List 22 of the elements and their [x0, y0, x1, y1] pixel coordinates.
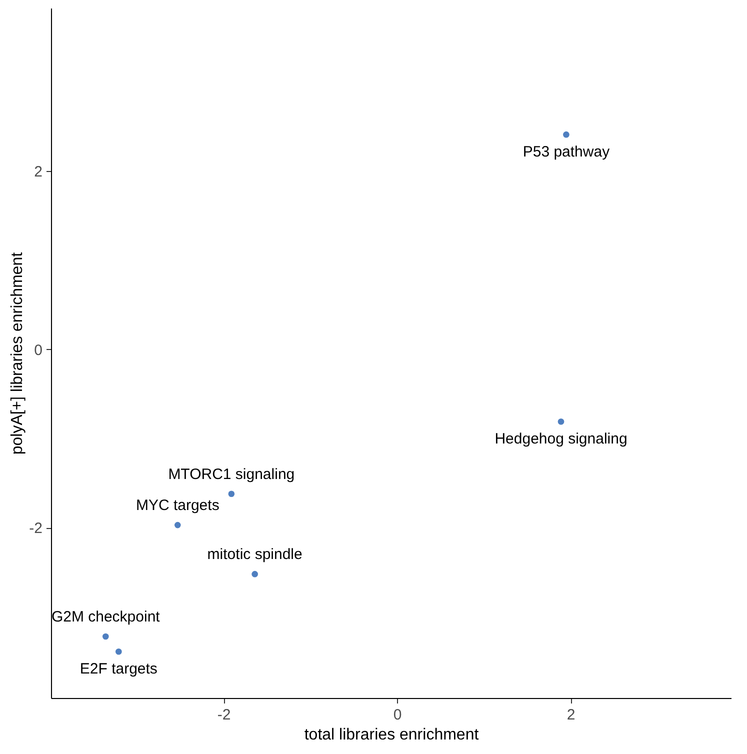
annotation: Hedgehog signaling [494, 430, 628, 448]
point [115, 648, 122, 655]
x-tick-label: -2 [217, 706, 231, 724]
annotation: E2F targets [80, 660, 158, 678]
annotation: MTORC1 signaling [168, 466, 295, 483]
point [228, 490, 235, 498]
y-tick-label: 0 [34, 342, 42, 359]
annotation: G2M checkpoint [51, 608, 161, 626]
annotation: MYC targets [136, 497, 220, 514]
x-tick-label: 0 [393, 706, 402, 724]
point [174, 522, 181, 528]
point [563, 131, 570, 138]
point [558, 418, 564, 425]
x-tick-label: 2 [566, 706, 576, 724]
annotation: mitotic spindle [207, 546, 302, 564]
point [102, 633, 109, 640]
annotation: P53 pathway [522, 144, 610, 161]
y-tick-label: -2 [29, 520, 42, 538]
y-axis-title: polyA[+] libraries enrichment [9, 252, 26, 455]
x-axis-title: total libraries enrichment [304, 726, 480, 744]
point [252, 570, 258, 578]
y-tick-label: 2 [34, 164, 42, 181]
